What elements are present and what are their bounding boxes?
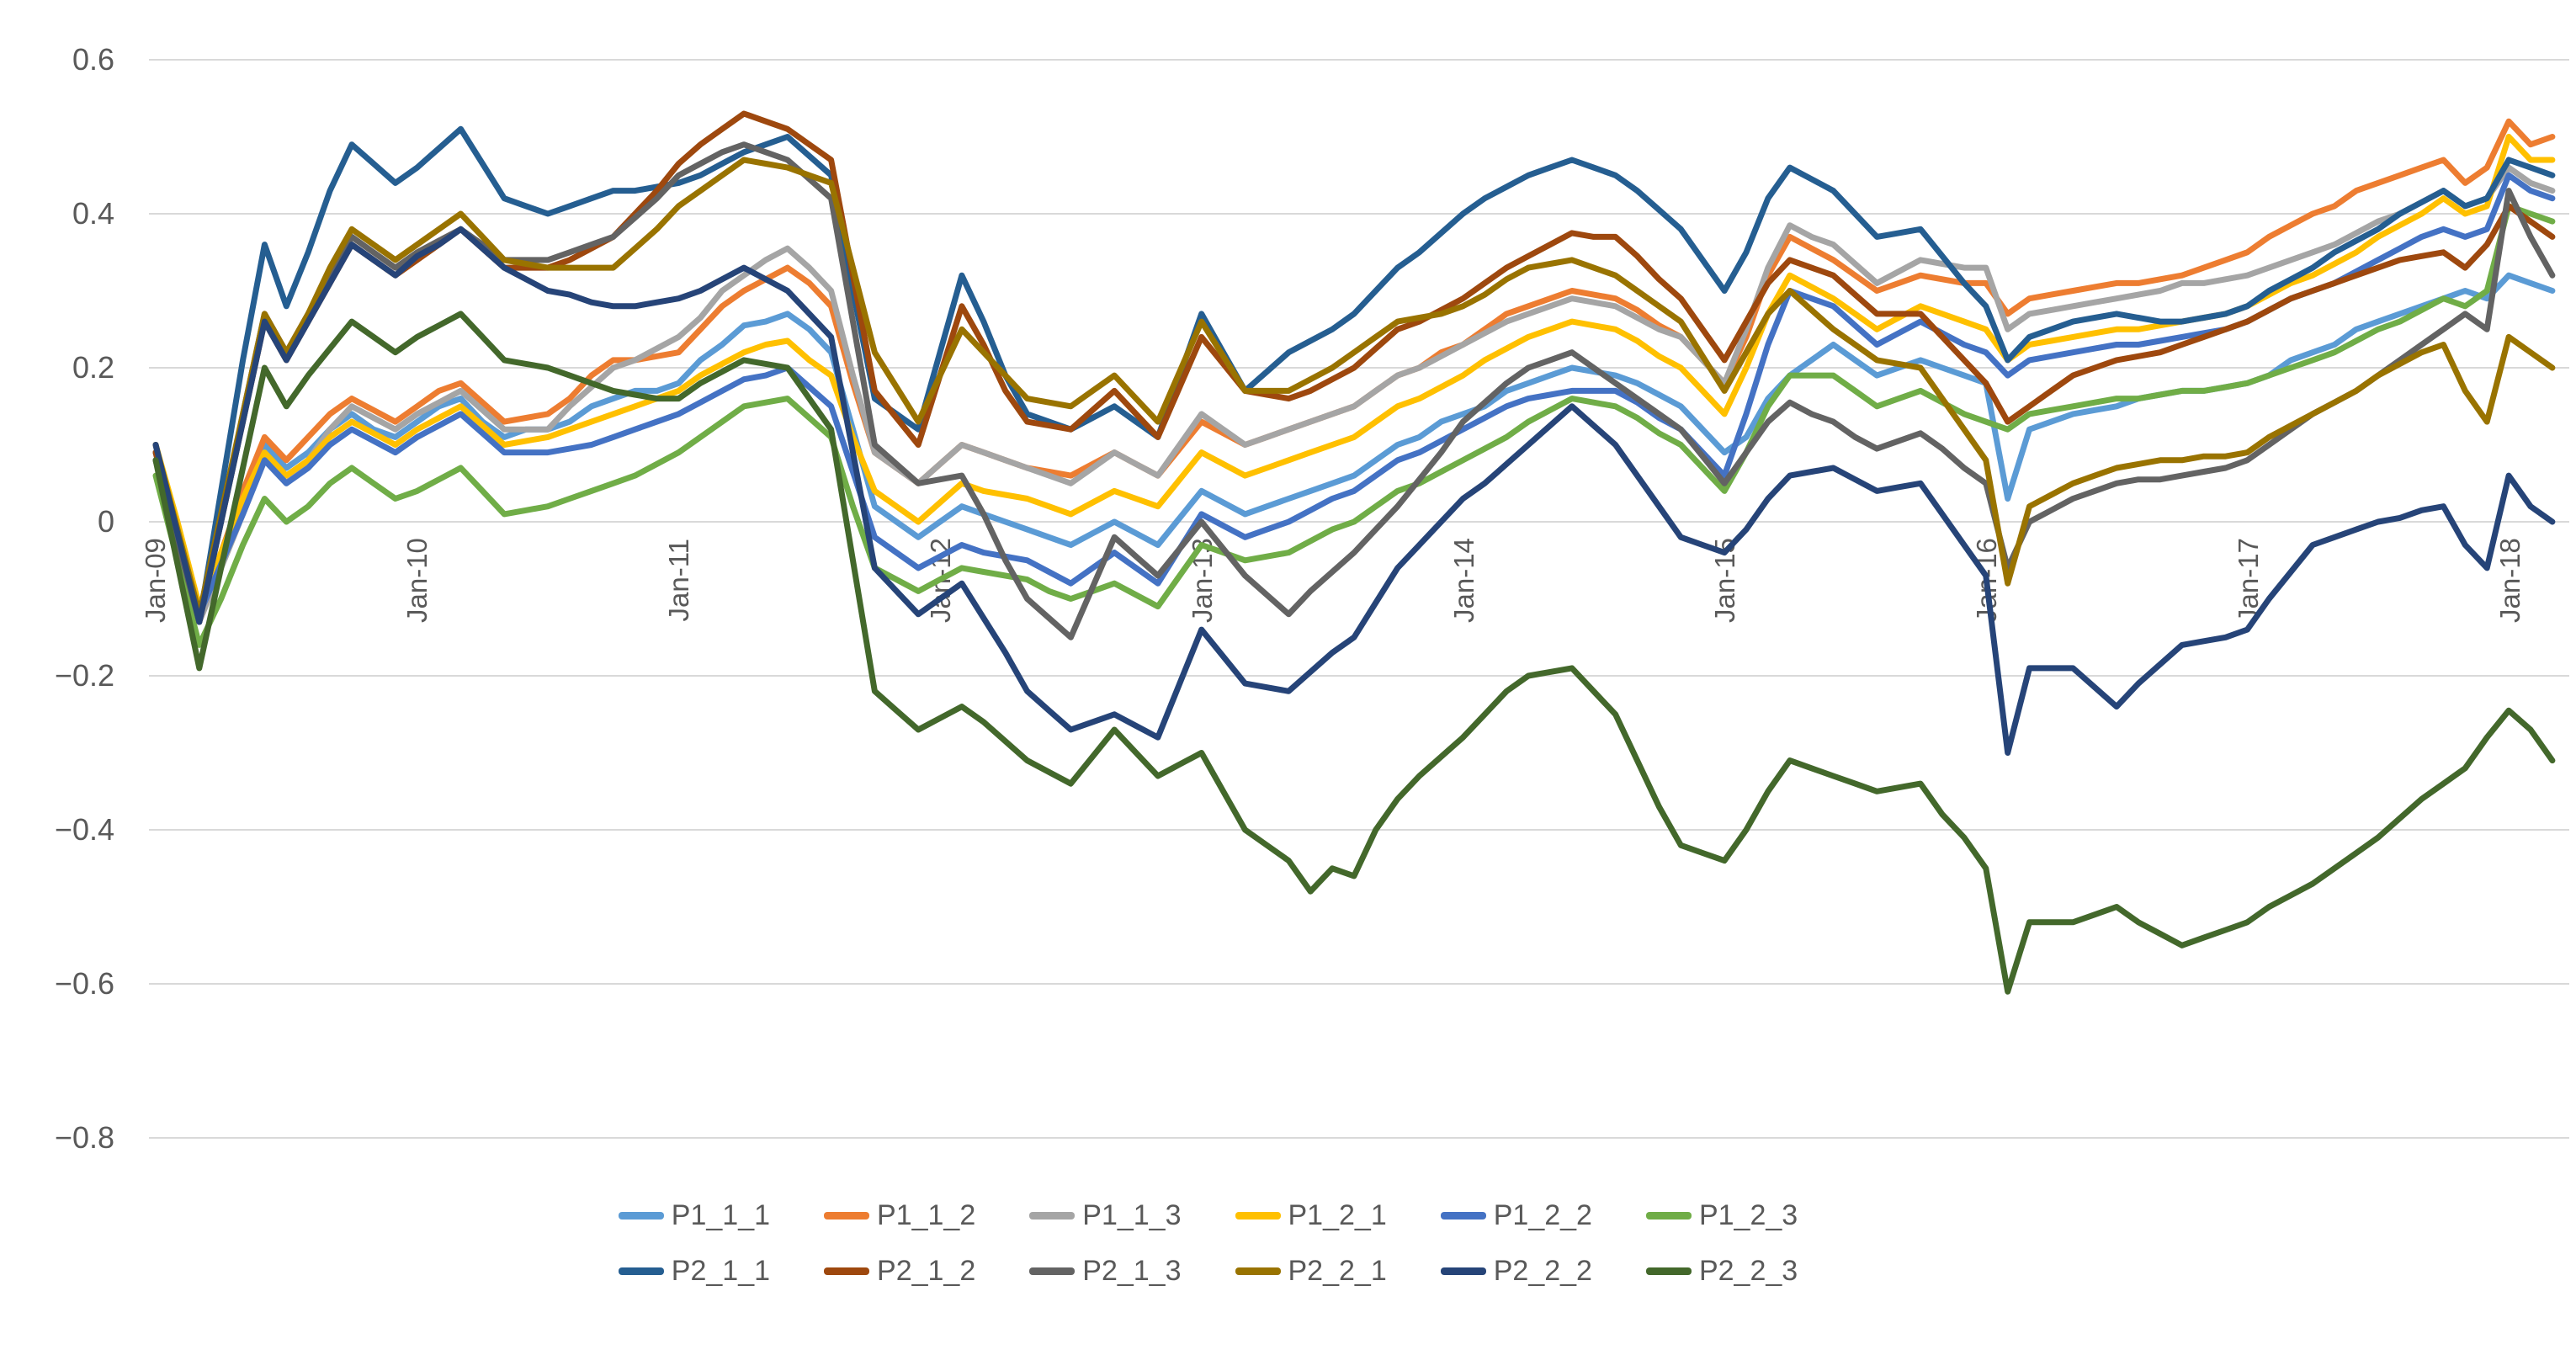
legend-label: P2_2_2	[1493, 1255, 1592, 1287]
y-tick-label: 0	[97, 504, 114, 539]
legend-row-1: P1_1_1 P1_1_2 P1_1_3 P1_2_1 P1_2_2 P1_2_…	[618, 1198, 1798, 1232]
y-tick-label: −0.8	[54, 1120, 114, 1155]
legend-item: P2_1_1	[618, 1254, 771, 1288]
legend-item: P2_1_3	[1029, 1254, 1182, 1288]
legend-item: P1_1_3	[1029, 1198, 1182, 1232]
series-line-P1_2_3	[152, 203, 2556, 648]
legend-label: P2_1_2	[877, 1255, 976, 1287]
legend-line-swatch	[1440, 1211, 1486, 1220]
legend-item: P1_1_2	[824, 1198, 975, 1232]
legend-label: P2_1_3	[1082, 1255, 1182, 1287]
legend-item: P2_2_1	[1235, 1254, 1387, 1288]
legend-line-swatch	[1645, 1267, 1692, 1275]
legend-line-swatch	[618, 1267, 664, 1275]
legend-line-swatch	[1235, 1267, 1281, 1275]
legend-label: P2_2_1	[1288, 1255, 1387, 1287]
series-line-P1_1_3	[152, 164, 2556, 625]
series-line-P2_2_1	[152, 157, 2556, 618]
series-line-P2_1_3	[152, 141, 2556, 640]
legend-item: P2_2_2	[1440, 1254, 1592, 1288]
legend: P1_1_1 P1_1_2 P1_1_3 P1_2_1 P1_2_2 P1_2_…	[0, 1198, 2496, 1288]
legend-item: P1_2_2	[1440, 1198, 1592, 1232]
legend-label: P1_2_2	[1493, 1199, 1592, 1231]
series-line-P2_2_3	[152, 311, 2556, 995]
legend-line-swatch	[824, 1267, 870, 1275]
series-line-P2_2_2	[152, 226, 2556, 756]
y-axis-labels: 0.6 0.4 0.2 0 −0.2 −0.4 −0.6 −0.8	[0, 0, 114, 1355]
y-tick-label: 0.6	[72, 42, 114, 77]
series-line-P1_2_1	[152, 134, 2556, 610]
y-tick-label: −0.4	[54, 812, 114, 847]
legend-item: P1_2_1	[1235, 1198, 1387, 1232]
legend-label: P1_1_1	[671, 1199, 771, 1231]
legend-line-swatch	[824, 1211, 870, 1220]
legend-line-swatch	[618, 1211, 664, 1220]
legend-item: P2_2_3	[1645, 1254, 1798, 1288]
legend-label: P1_1_3	[1082, 1199, 1182, 1231]
legend-line-swatch	[1029, 1211, 1076, 1220]
legend-line-swatch	[1029, 1267, 1076, 1275]
legend-label: P1_2_3	[1698, 1199, 1798, 1231]
legend-label: P1_2_1	[1288, 1199, 1387, 1231]
legend-line-swatch	[1645, 1211, 1692, 1220]
legend-row-2: P2_1_1 P2_1_2 P2_1_3 P2_2_1 P2_2_2 P2_2_…	[618, 1254, 1798, 1288]
legend-label: P2_1_1	[671, 1255, 771, 1287]
y-tick-label: 0.2	[72, 350, 114, 385]
legend-line-swatch	[1235, 1211, 1281, 1220]
series-line-P2_1_1	[152, 125, 2556, 625]
legend-label: P2_2_3	[1698, 1255, 1798, 1287]
legend-item: P1_2_3	[1645, 1198, 1798, 1232]
legend-item: P2_1_2	[824, 1254, 975, 1288]
legend-line-swatch	[1440, 1267, 1486, 1275]
series-line-P1_2_2	[152, 172, 2556, 618]
legend-item: P1_1_1	[618, 1198, 771, 1232]
legend-label: P1_1_2	[877, 1199, 976, 1231]
y-tick-label: 0.4	[72, 196, 114, 231]
y-tick-label: −0.2	[54, 658, 114, 693]
y-tick-label: −0.6	[54, 966, 114, 1001]
